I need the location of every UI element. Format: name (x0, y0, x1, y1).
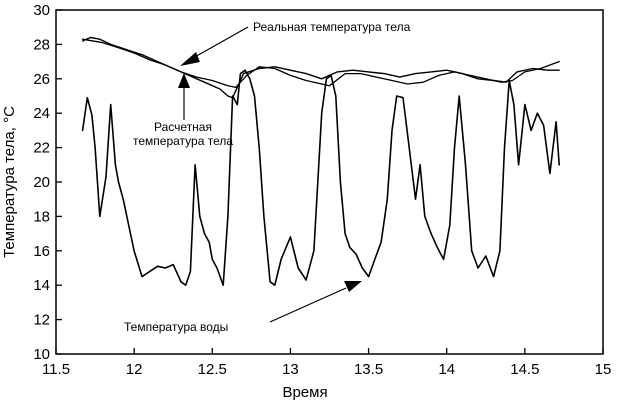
y-tick-label: 30 (33, 2, 50, 19)
y-axis-label: Температура тела, °C (1, 106, 18, 258)
y-tick-label: 24 (33, 105, 50, 122)
x-tick-label: 15 (595, 361, 612, 378)
y-tick-label: 18 (33, 208, 50, 225)
annotation-real-arrow (192, 26, 249, 59)
plot-frame (55, 9, 604, 355)
y-tick-label: 28 (33, 36, 50, 53)
y-tick-label: 10 (33, 346, 50, 363)
annotation-calc-label-line1: Расчетная (154, 120, 212, 134)
y-tick-label: 22 (33, 140, 50, 157)
annotation-real-arrowhead (180, 52, 200, 66)
annotation-water-arrowhead (344, 281, 362, 292)
x-tick-label: 14 (438, 361, 455, 378)
annotation-calc-arrowhead (178, 73, 190, 88)
annotation-calc-label-line2: температура тела (133, 134, 233, 148)
series-line-water (81, 69, 560, 286)
series-line-real (81, 36, 560, 99)
annotation-water-arrow (269, 287, 347, 323)
y-tick-label: 26 (33, 71, 50, 88)
y-tick-label: 16 (33, 243, 50, 260)
series-layer (81, 36, 560, 286)
series-line-calc (81, 38, 560, 89)
x-axis-label: Время (282, 384, 327, 401)
annotation-layer: Реальная температура тела Расчетная темп… (124, 20, 411, 334)
annotation-water-label: Температура воды (124, 320, 228, 334)
y-tick-label: 20 (33, 174, 50, 191)
annotation-real-label: Реальная температура тела (253, 20, 411, 34)
axes: 11.5 12 12.5 13 13.5 14 14.5 15 10 12 14 16 18 20 22 24… (33, 2, 611, 378)
x-tick-label: 13 (282, 361, 299, 378)
x-tick-label: 12.5 (198, 361, 227, 378)
y-tick-label: 14 (33, 277, 50, 294)
x-tick-label: 12 (126, 361, 143, 378)
x-tick-label: 11.5 (42, 361, 70, 378)
x-tick-label: 13.5 (354, 361, 383, 378)
y-tick-label: 12 (33, 312, 50, 329)
x-tick-label: 14.5 (510, 361, 539, 378)
